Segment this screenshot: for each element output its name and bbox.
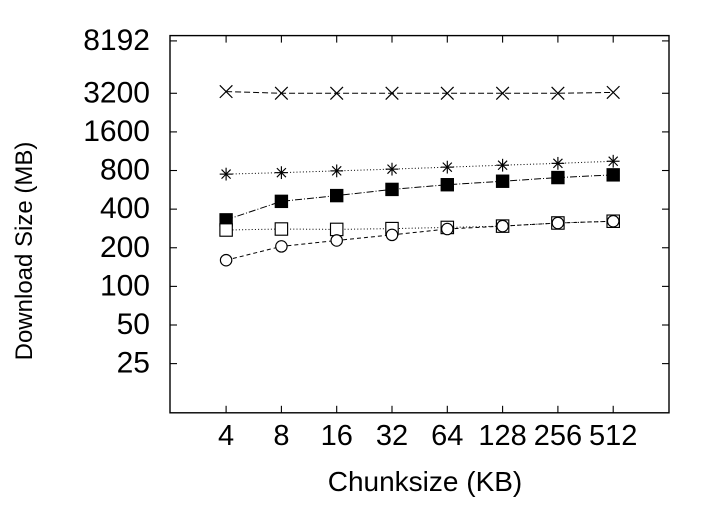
svg-text:25: 25 — [117, 347, 150, 380]
svg-text:Chunksize (KB): Chunksize (KB) — [328, 466, 523, 497]
svg-text:64: 64 — [431, 420, 463, 452]
svg-text:800: 800 — [100, 154, 150, 187]
svg-text:3200: 3200 — [83, 76, 150, 109]
svg-text:256: 256 — [534, 420, 582, 452]
svg-text:8192: 8192 — [83, 24, 150, 57]
svg-text:32: 32 — [376, 420, 408, 452]
svg-text:4: 4 — [218, 420, 234, 452]
svg-text:400: 400 — [100, 192, 150, 225]
svg-text:8: 8 — [273, 420, 289, 452]
svg-text:512: 512 — [589, 420, 637, 452]
svg-text:16: 16 — [321, 420, 353, 452]
svg-text:100: 100 — [100, 269, 150, 302]
svg-text:200: 200 — [100, 231, 150, 264]
svg-text:Download Size (MB): Download Size (MB) — [11, 142, 38, 361]
svg-text:50: 50 — [117, 308, 150, 341]
svg-text:128: 128 — [478, 420, 526, 452]
svg-text:1600: 1600 — [83, 115, 150, 148]
